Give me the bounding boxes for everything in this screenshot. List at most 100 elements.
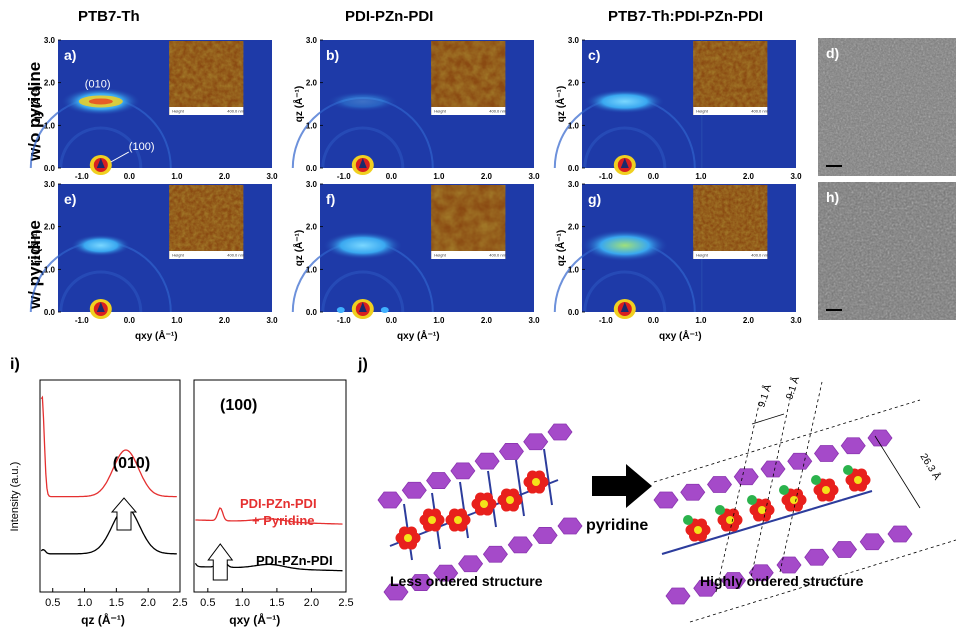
gixd-panel-b: Height 400.0 nm b) 3.0 2.0 1.0 0.0 qz (Å⁻¹) -1.0…	[291, 36, 540, 181]
afm-scale-label: 400.0 nm	[227, 109, 244, 114]
arc-peak-010	[326, 91, 399, 112]
arc-peak-010	[584, 89, 665, 114]
peak-arrow	[110, 151, 130, 163]
y-tick-label: 2.0	[568, 79, 580, 88]
y-axis-label: qz (Å⁻¹)	[292, 86, 305, 122]
beam-stop	[96, 302, 105, 312]
pyridine-molecule	[747, 495, 757, 505]
line-profile-panel: Intensity (a.u.) 0.5 1.0 1.5 2.0 2.5 0.5 1.0 1.5…	[9, 379, 354, 627]
y-tick-label: 2.0	[44, 223, 56, 232]
peak-label-010: (010)	[85, 78, 111, 90]
beam-stop	[620, 302, 629, 312]
polymer-chain	[832, 541, 857, 558]
gixd-panel-g: Height 400.0 nm g) 3.0 2.0 1.0 0.0 qz (Å⁻¹) -1.0…	[553, 180, 802, 342]
x-tick-label: 0.0	[648, 172, 660, 181]
schematic-panel: Less ordered structure pyridine 9.1 Å 9.1 Å…	[377, 374, 956, 623]
linker	[841, 490, 873, 501]
x-tick-label: 2.0	[141, 597, 156, 609]
panel-label: g)	[588, 191, 601, 207]
y-tick-label: 1.0	[306, 265, 318, 274]
y-tick-label: 3.0	[44, 180, 56, 189]
polymer-chain	[665, 587, 691, 605]
polymer-chain	[680, 483, 706, 501]
y-axis-label: qz (Å⁻¹)	[30, 86, 43, 122]
x-tick-label: -1.0	[337, 316, 351, 325]
linker	[691, 535, 723, 546]
transform-arrow-icon	[592, 464, 652, 508]
tem-panel-d: d)	[818, 38, 956, 176]
polymer-chain	[887, 525, 913, 543]
guide-line	[689, 539, 956, 623]
polymer-chain	[707, 476, 732, 493]
afm-height-label: Height	[434, 109, 446, 114]
pdi-unit	[395, 526, 421, 550]
beam-stop	[96, 158, 105, 168]
polymer-chain	[840, 437, 866, 455]
pyridine-molecule	[779, 485, 789, 495]
pdi-unit	[445, 508, 471, 532]
x-tick-label: 1.0	[235, 597, 250, 609]
x-tick-label: 1.0	[695, 172, 707, 181]
polymer-chain	[814, 445, 839, 462]
panel-label: a)	[64, 47, 76, 63]
x-tick-label: 0.5	[200, 597, 215, 609]
pdi-unit	[685, 518, 711, 542]
polymer-chain	[377, 491, 403, 509]
right-caption: Highly ordered structure	[700, 573, 864, 589]
x-tick-label: 3.0	[528, 172, 540, 181]
spacing-label-3: 26.3 Å	[917, 451, 944, 483]
afm-height-label: Height	[434, 253, 446, 258]
polymer-chain	[523, 433, 549, 451]
x-tick-label: 2.0	[481, 172, 493, 181]
x-tick-label: 2.0	[219, 316, 231, 325]
pyridine-molecule	[843, 465, 853, 475]
legend-black: PDI-PZn-PDI	[256, 553, 333, 568]
diffuse-ring	[583, 126, 667, 169]
gixd-panel-e: Height 400.0 nm e) 3.0 2.0 1.0 0.0 qz (Å⁻¹) -1.0…	[29, 180, 278, 342]
legend-red-line2: + Pyridine	[252, 513, 315, 528]
afm-footer	[693, 107, 768, 115]
diffuse-ring	[59, 126, 143, 169]
x-axis-label: qxy (Å⁻¹)	[397, 329, 440, 342]
pyridine-molecule	[715, 505, 725, 515]
afm-scale-label: 400.0 nm	[751, 109, 768, 114]
afm-texture	[169, 185, 244, 259]
y-tick-label: 0.0	[568, 308, 580, 317]
panel-label-d: d)	[826, 45, 839, 61]
afm-texture	[693, 185, 768, 259]
polymer-chain	[859, 533, 885, 551]
polymer-chain	[693, 579, 719, 597]
afm-footer	[431, 251, 506, 259]
x-tick-label: 3.0	[528, 316, 540, 325]
polymer-chain	[721, 572, 746, 589]
left-caption: Less ordered structure	[390, 573, 543, 589]
x-tick-label: 0.0	[386, 316, 398, 325]
arc-peak-010	[580, 229, 669, 262]
panel-label: e)	[64, 191, 76, 207]
x-tick-label: 2.5	[338, 597, 353, 609]
afm-scale-label: 400.0 nm	[227, 253, 244, 258]
x-tick-label: 3.0	[266, 172, 278, 181]
polymer-chain	[547, 423, 573, 441]
x-tick-label: 2.0	[743, 172, 755, 181]
y-tick-label: 3.0	[568, 36, 580, 45]
arc-peak-010	[322, 231, 403, 260]
x-tick-label: 1.0	[433, 172, 445, 181]
x-tick-label: 1.0	[171, 172, 183, 181]
gixd-panel-f: Height 400.0 nm f) 3.0 2.0 1.0 0.0 qz (Å⁻¹) -1.0…	[291, 180, 540, 342]
polymer-chain	[776, 556, 802, 574]
gixd-panel-a: Height 400.0 nm a) (010) (100) 3.0 2.0 1.0 0.0 qz…	[29, 36, 278, 181]
up-arrow-icon	[207, 543, 234, 581]
arc-peak-core	[88, 98, 113, 105]
y-tick-label: 0.0	[44, 308, 56, 317]
y-tick-label: 1.0	[306, 121, 318, 130]
panel-label-i: i)	[10, 356, 20, 373]
x-tick-label: -1.0	[599, 172, 613, 181]
x-tick-label: 1.0	[171, 316, 183, 325]
polymer-chain	[532, 527, 558, 544]
x-tick-label: -1.0	[599, 316, 613, 325]
y-tick-label: 0.0	[44, 164, 56, 173]
y-tick-label: 2.0	[306, 223, 318, 232]
arrow-label: pyridine	[586, 517, 648, 534]
afm-texture	[169, 41, 244, 115]
